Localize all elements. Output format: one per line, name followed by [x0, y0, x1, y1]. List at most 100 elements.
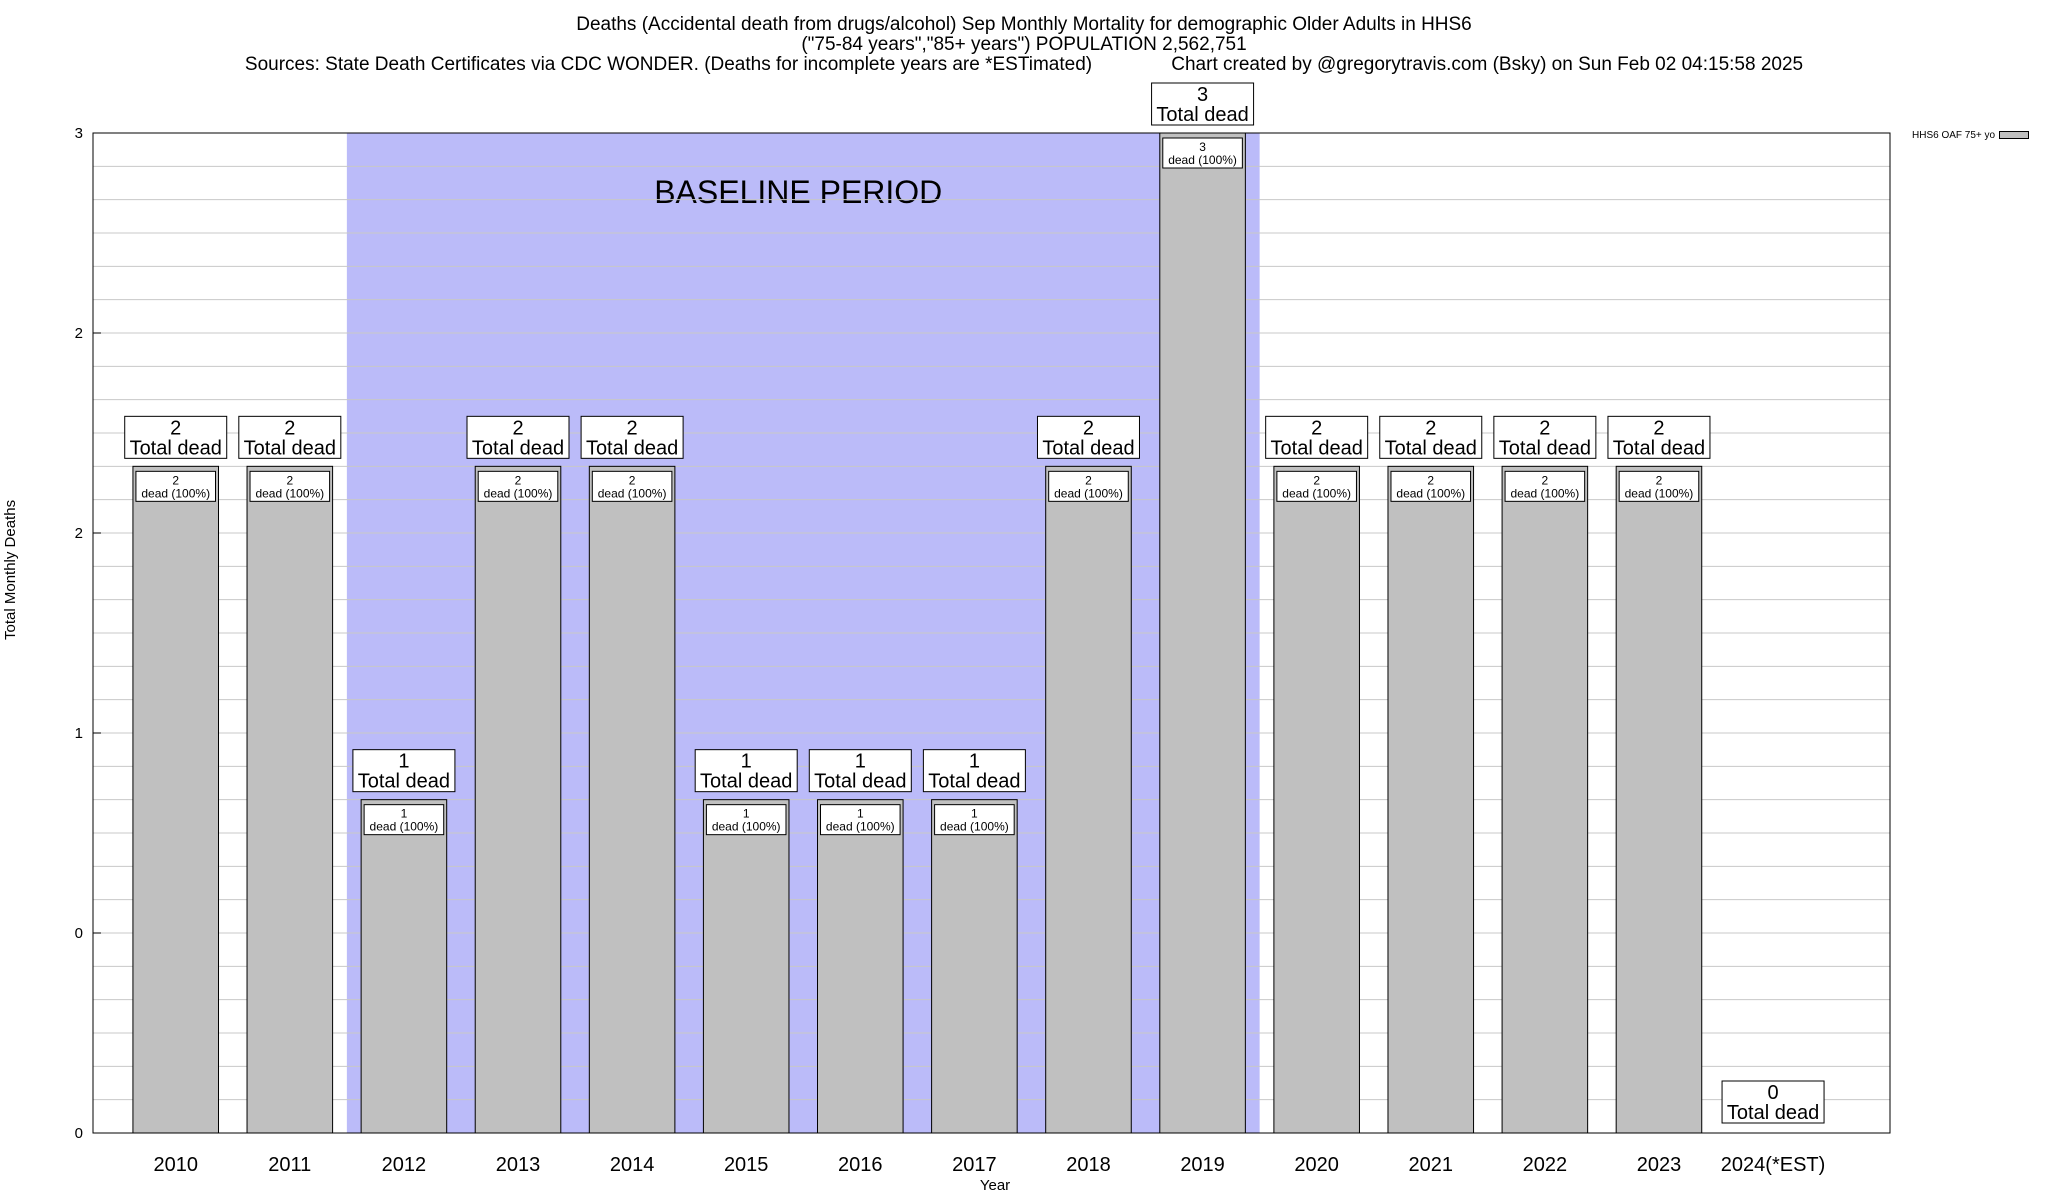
x-tick-label: 2012 — [382, 1154, 427, 1176]
total-label-box — [1265, 415, 1369, 459]
total-label: Total dead — [700, 771, 792, 793]
bar-inner-count: 2 — [629, 473, 636, 487]
legend-swatch — [1999, 131, 2030, 140]
bar-2010 — [132, 465, 220, 1134]
bar-2018 — [1045, 465, 1132, 1134]
bar-inner-box — [1390, 470, 1472, 502]
x-tick-label: 2022 — [1523, 1154, 1568, 1176]
x-tick-label: 2010 — [153, 1154, 198, 1176]
total-count: 2 — [1539, 417, 1550, 439]
x-tick-label: 2021 — [1409, 1154, 1454, 1176]
total-label-box — [580, 415, 684, 459]
total-count: 2 — [1653, 417, 1664, 439]
legend: HHS6 OAF 75+ yo — [1912, 130, 2030, 141]
bar-inner-label: dead (100%) — [1282, 486, 1351, 500]
y-tick-label: 0 — [75, 925, 83, 942]
bar-inner-box — [477, 470, 559, 502]
total-count: 1 — [741, 751, 752, 773]
total-count: 0 — [1767, 1082, 1778, 1104]
total-count: 2 — [1083, 417, 1094, 439]
total-count: 2 — [627, 417, 638, 439]
total-label-box — [238, 415, 342, 459]
x-tick-label: 2011 — [268, 1154, 311, 1176]
total-label-box — [694, 749, 798, 793]
bar-2021 — [1387, 465, 1475, 1134]
x-tick-label: 2013 — [496, 1154, 541, 1176]
total-label: Total dead — [586, 437, 678, 459]
total-label-box — [1721, 1080, 1825, 1124]
plot-frame — [92, 132, 1891, 1134]
bar-2017 — [931, 799, 1018, 1134]
x-tick-label: 2018 — [1066, 1154, 1111, 1176]
bar-inner-count: 1 — [857, 807, 864, 821]
x-tick-label: 2019 — [1180, 1154, 1225, 1176]
y-tick-label: 2 — [75, 525, 83, 542]
x-tick-label: 2023 — [1637, 1154, 1682, 1176]
bar-inner-label: dead (100%) — [484, 486, 553, 500]
bar-inner-box — [249, 470, 331, 502]
x-tick-label: 2017 — [952, 1154, 997, 1176]
total-label-box — [352, 749, 456, 793]
x-tick-label: 2014 — [610, 1154, 655, 1176]
x-tick-label: 2024(*EST) — [1721, 1154, 1826, 1176]
total-label: Total dead — [130, 437, 222, 459]
bar-inner-label: dead (100%) — [255, 486, 324, 500]
total-label-box — [1493, 415, 1597, 459]
bar-inner-count: 2 — [1085, 473, 1092, 487]
bar-inner-box — [820, 804, 901, 836]
total-label: Total dead — [814, 771, 906, 793]
total-count: 1 — [855, 751, 866, 773]
y-tick-label: 0 — [75, 1125, 83, 1142]
bar-2016 — [817, 799, 904, 1134]
bar-inner-label: dead (100%) — [598, 486, 667, 500]
total-label-box — [1151, 82, 1255, 126]
total-label: Total dead — [1385, 437, 1477, 459]
y-axis-label: Total Monthly Deaths — [2, 499, 19, 640]
total-label-box — [466, 415, 570, 459]
x-tick-label: 2016 — [838, 1154, 883, 1176]
bar-inner-label: dead (100%) — [1625, 486, 1694, 500]
chart-title: Deaths (Accidental death from drugs/alco… — [576, 14, 1472, 35]
bar-inner-count: 2 — [1542, 473, 1549, 487]
baseline-band — [346, 133, 1260, 1133]
chart-sources: Sources: State Death Certificates via CD… — [244, 54, 1804, 75]
baseline-label: BASELINE PERIOD — [654, 174, 942, 210]
bar-inner-label: dead (100%) — [940, 820, 1009, 834]
bar-inner-box — [1504, 470, 1586, 502]
total-count: 2 — [170, 417, 181, 439]
total-label: Total dead — [1727, 1102, 1819, 1124]
chart-subtitle: ("75-84 years","85+ years") POPULATION 2… — [801, 34, 1247, 55]
total-label: Total dead — [472, 437, 564, 459]
total-label: Total dead — [1613, 437, 1705, 459]
bar-2023 — [1615, 465, 1703, 1134]
total-count: 1 — [969, 751, 980, 773]
bar-inner-box — [1618, 470, 1700, 502]
bar-inner-box — [1162, 137, 1243, 169]
bar-2015 — [702, 799, 790, 1134]
bar-inner-box — [135, 470, 217, 502]
total-count: 3 — [1197, 84, 1208, 106]
bar-inner-label: dead (100%) — [712, 820, 781, 834]
bar-2019 — [1159, 132, 1246, 1134]
bar-inner-count: 2 — [286, 473, 293, 487]
total-label: Total dead — [358, 771, 450, 793]
bar-inner-count: 2 — [1313, 473, 1320, 487]
y-tick-label: 3 — [75, 125, 83, 142]
total-count: 1 — [398, 751, 409, 773]
bar-2012 — [360, 799, 448, 1134]
bar-inner-label: dead (100%) — [1396, 486, 1465, 500]
total-label-box — [1379, 415, 1483, 459]
bar-inner-label: dead (100%) — [826, 820, 895, 834]
bar-inner-box — [705, 804, 787, 836]
bar-inner-count: 2 — [1656, 473, 1663, 487]
x-tick-label: 2015 — [724, 1154, 769, 1176]
total-count: 2 — [1425, 417, 1436, 439]
bar-2020 — [1273, 465, 1360, 1134]
bar-inner-box — [934, 804, 1015, 836]
bar-inner-box — [363, 804, 445, 836]
bar-2011 — [246, 465, 334, 1134]
bar-inner-count: 1 — [971, 807, 978, 821]
bar-inner-box — [591, 470, 673, 502]
bar-2022 — [1501, 465, 1589, 1134]
